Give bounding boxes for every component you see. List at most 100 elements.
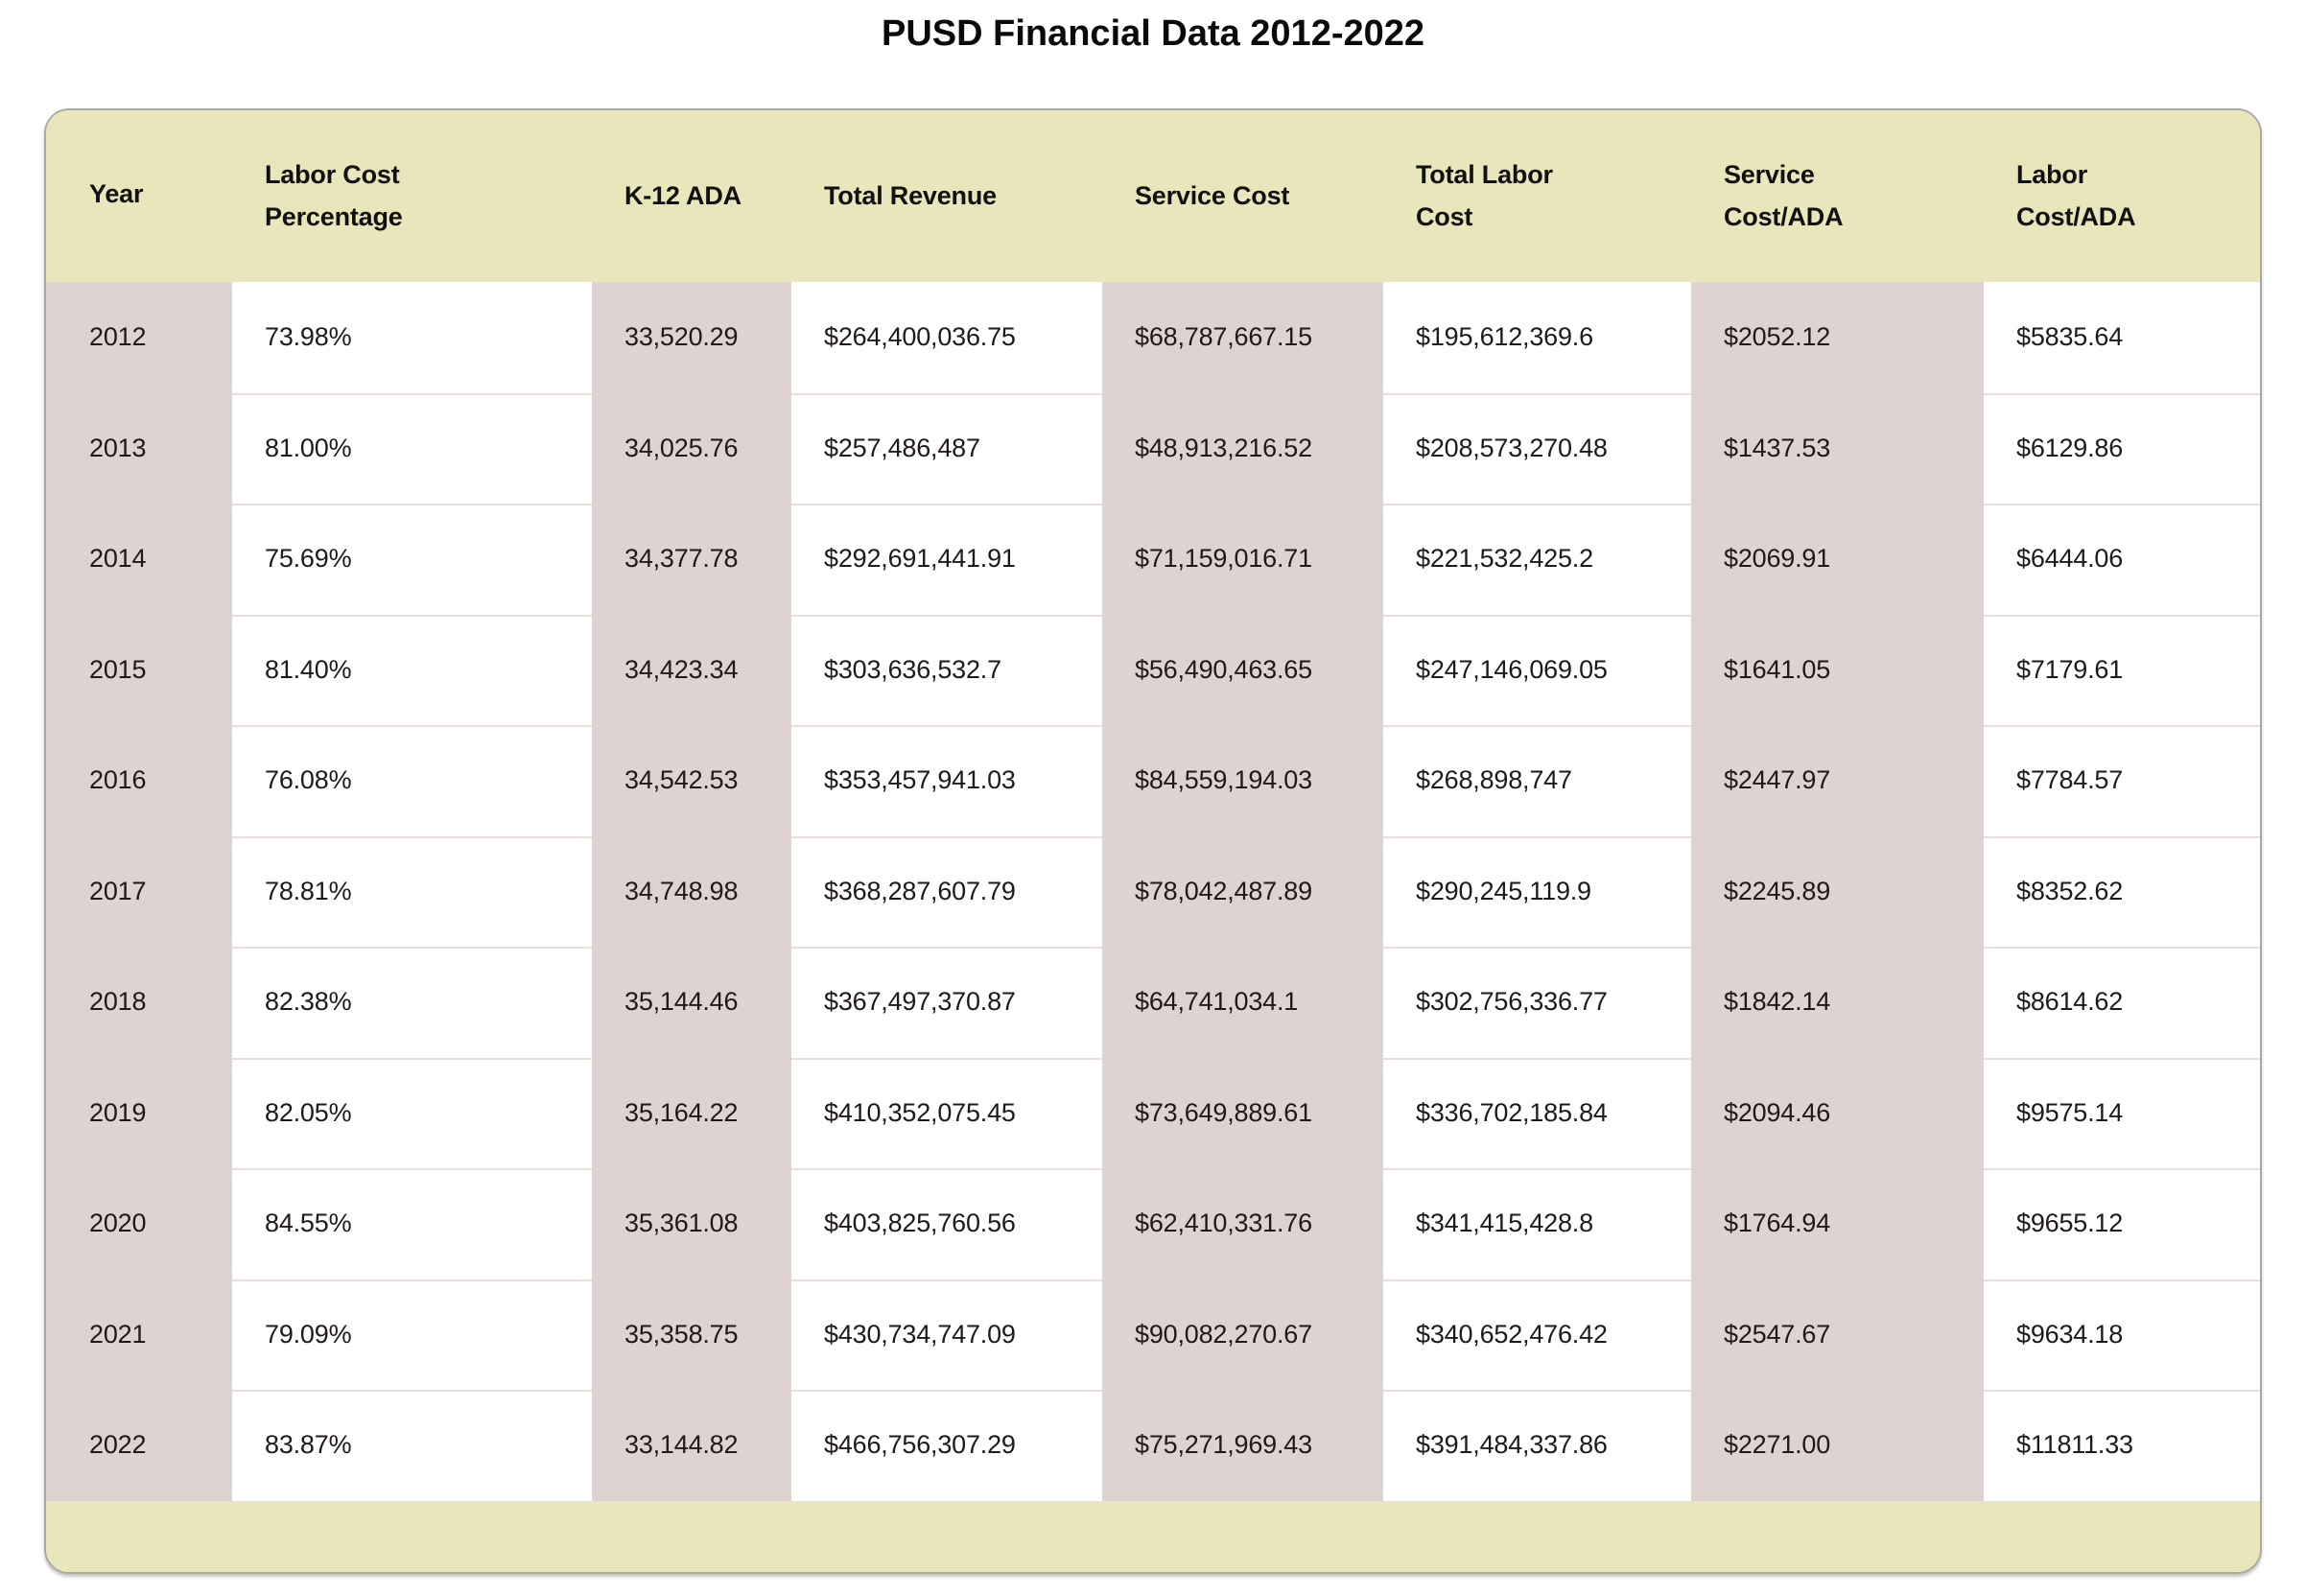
table-cell: 33,144.82 [592,1390,791,1501]
header-cell-year: Year [46,110,232,282]
financial-table-card: Year Labor Cost Percentage K-12 ADA Total R… [44,108,2262,1574]
table-cell: $9575.14 [1984,1057,2260,1166]
table-cell: $7179.61 [1984,614,2260,723]
table-cell: $466,756,307.29 [791,1390,1102,1499]
table-cell: $341,415,428.8 [1383,1168,1691,1278]
table-cell: $9655.12 [1984,1168,2260,1278]
table-cell: $1641.05 [1691,614,1984,725]
table-cell: $84,559,194.03 [1102,725,1383,836]
table-cell: $2547.67 [1691,1279,1984,1390]
table-cell: $430,734,747.09 [791,1279,1102,1388]
table-cell: $302,756,336.77 [1383,947,1691,1056]
table-cell: $90,082,270.67 [1102,1279,1383,1390]
table-cell: 34,377.78 [592,504,791,615]
header-cell-k-12-ada: K-12 ADA [592,110,791,282]
table-cell: 82.38% [232,947,592,1056]
year-cell: 2013 [46,392,232,504]
year-cell: 2015 [46,614,232,725]
table-cell: $292,691,441.91 [791,504,1102,613]
header-cell-total-labor-cost: Total Labor Cost [1383,110,1691,282]
table-cell: 83.87% [232,1390,592,1499]
table-cell: $8614.62 [1984,947,2260,1056]
year-cell: 2018 [46,947,232,1058]
table-cell: $6444.06 [1984,504,2260,613]
header-cell-service-cost: Service Cost [1102,110,1383,282]
table-cell: $2069.91 [1691,504,1984,615]
table-cell: $6129.86 [1984,392,2260,502]
table-cell: 78.81% [232,835,592,945]
table-cell: $1764.94 [1691,1168,1984,1279]
table-cell: 35,164.22 [592,1057,791,1168]
table-cell: 75.69% [232,504,592,613]
table-cell: 35,144.46 [592,947,791,1058]
table-cell: 73.98% [232,282,592,393]
table-cell: $410,352,075.45 [791,1057,1102,1166]
table-cell: $340,652,476.42 [1383,1279,1691,1388]
year-cell: 2022 [46,1390,232,1501]
table-cell: $5835.64 [1984,282,2260,393]
table-cell: $11811.33 [1984,1390,2260,1499]
year-cell: 2020 [46,1168,232,1279]
table-cell: 79.09% [232,1279,592,1388]
table-cell: $367,497,370.87 [791,947,1102,1056]
year-cell: 2017 [46,835,232,947]
table-cell: 35,358.75 [592,1279,791,1390]
table-cell: $257,486,487 [791,392,1102,502]
table-cell: $195,612,369.6 [1383,282,1691,393]
table-cell: 35,361.08 [592,1168,791,1279]
table-cell: $78,042,487.89 [1102,835,1383,947]
table-cell: $56,490,463.65 [1102,614,1383,725]
table-cell: 84.55% [232,1168,592,1278]
financial-table: Year Labor Cost Percentage K-12 ADA Total R… [46,110,2260,1572]
page-title: PUSD Financial Data 2012-2022 [881,13,1425,54]
table-cell: 34,748.98 [592,835,791,947]
table-cell: 34,423.34 [592,614,791,725]
table-cell: $290,245,119.9 [1383,835,1691,945]
table-footer-band [46,1500,2260,1572]
table-cell: $2052.12 [1691,282,1984,393]
table-cell: 82.05% [232,1057,592,1166]
table-cell: 33,520.29 [592,282,791,393]
table-cell: $403,825,760.56 [791,1168,1102,1278]
table-cell: 81.00% [232,392,592,502]
table-cell: $303,636,532.7 [791,614,1102,723]
table-cell: 81.40% [232,614,592,723]
table-cell: $1842.14 [1691,947,1984,1058]
table-cell: $2447.97 [1691,725,1984,836]
table-cell: $73,649,889.61 [1102,1057,1383,1168]
table-cell: $68,787,667.15 [1102,282,1383,393]
table-cell: $268,898,747 [1383,725,1691,834]
header-cell-labor-cost-percentage: Labor Cost Percentage [232,110,592,282]
table-cell: 34,542.53 [592,725,791,836]
table-cell: $221,532,425.2 [1383,504,1691,613]
table-cell: $64,741,034.1 [1102,947,1383,1058]
year-cell: 2016 [46,725,232,836]
header-cell-service-cost-ada: Service Cost/ADA [1691,110,1984,282]
table-cell: $336,702,185.84 [1383,1057,1691,1166]
table-cell: 34,025.76 [592,392,791,504]
table-cell: $2271.00 [1691,1390,1984,1501]
year-cell: 2019 [46,1057,232,1168]
table-cell: $2094.46 [1691,1057,1984,1168]
table-cell: $368,287,607.79 [791,835,1102,945]
table-cell: $2245.89 [1691,835,1984,947]
header-cell-labor-cost-ada: Labor Cost/ADA [1984,110,2260,282]
table-cell: $353,457,941.03 [791,725,1102,834]
table-cell: $48,913,216.52 [1102,392,1383,504]
year-cell: 2021 [46,1279,232,1390]
table-cell: 76.08% [232,725,592,834]
table-cell: $247,146,069.05 [1383,614,1691,723]
header-cell-total-revenue: Total Revenue [791,110,1102,282]
year-cell: 2014 [46,504,232,615]
table-cell: $71,159,016.71 [1102,504,1383,615]
table-cell: $264,400,036.75 [791,282,1102,393]
table-cell: $75,271,969.43 [1102,1390,1383,1501]
table-cell: $391,484,337.86 [1383,1390,1691,1499]
table-cell: $7784.57 [1984,725,2260,834]
table-cell: $8352.62 [1984,835,2260,945]
table-cell: $1437.53 [1691,392,1984,504]
table-cell: $62,410,331.76 [1102,1168,1383,1279]
table-cell: $9634.18 [1984,1279,2260,1388]
table-cell: $208,573,270.48 [1383,392,1691,502]
year-cell: 2012 [46,282,232,393]
